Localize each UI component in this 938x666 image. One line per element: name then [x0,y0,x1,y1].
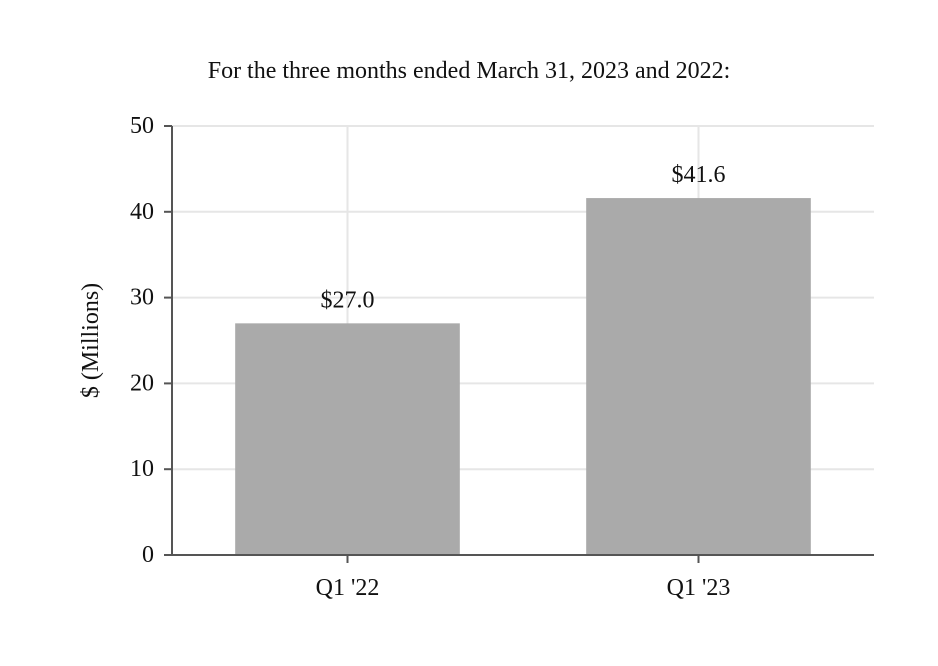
x-tick-label: Q1 '22 [316,575,380,601]
y-axis-label: $ (Millions) [78,283,104,398]
y-tick-label: 0 [142,542,154,568]
bar [586,198,811,555]
chart-title: For the three months ended March 31, 202… [207,58,731,84]
data-label: $41.6 [672,162,726,188]
y-tick-label: 50 [130,113,154,139]
y-tick-label: 20 [130,370,154,396]
data-label: $27.0 [321,287,375,313]
y-tick-label: 30 [130,285,154,311]
y-tick-label: 10 [130,456,154,482]
axes [164,125,874,563]
bars [235,198,811,555]
y-tick-label: 40 [130,199,154,225]
labels: 0 10 20 30 40 50 Q1 '22 Q1 '23 $27.0 $41.6 $ (Mill… [78,113,730,601]
x-tick-label: Q1 '23 [667,575,731,601]
bar [235,323,460,555]
